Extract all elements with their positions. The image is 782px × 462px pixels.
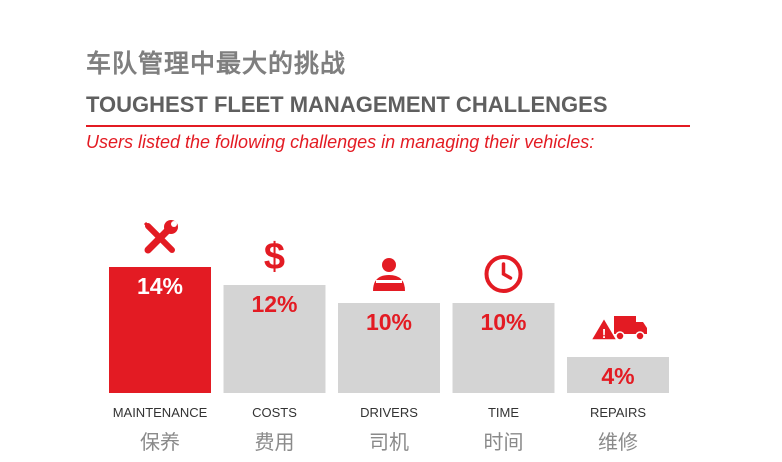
category-label-costs: COSTS (252, 405, 297, 420)
category-label-maintenance: MAINTENANCE (112, 405, 208, 420)
chart-subtitle: Users listed the following challenges in… (86, 132, 595, 152)
chart-title-en: TOUGHEST FLEET MANAGEMENT CHALLENGES (86, 92, 608, 117)
chart-title-cn: 车队管理中最大的挑战 (86, 49, 347, 78)
data-label-repairs: 4% (601, 363, 634, 389)
category-label-cn-maintenance: 保养 (140, 430, 180, 454)
data-label-time: 10% (480, 309, 526, 335)
bar-costs (223, 285, 326, 393)
bar-maintenance (109, 267, 211, 393)
category-label-cn-time: 时间 (483, 430, 524, 454)
svg-text:$: $ (264, 236, 285, 278)
category-label-time: TIME (487, 405, 520, 420)
category-label-drivers: DRIVERS (360, 405, 418, 420)
wrench-screwdriver-icon (143, 220, 178, 254)
data-label-drivers: 10% (366, 309, 412, 335)
category-label-cn-drivers: 司机 (369, 430, 409, 454)
clock-icon (484, 255, 523, 293)
bar-repairs (567, 357, 669, 393)
svg-text:!: ! (602, 326, 606, 341)
bar-drivers (338, 303, 440, 393)
bar-time (452, 303, 555, 393)
category-label-cn-costs: 费用 (254, 430, 295, 454)
truck-warning-icon: ! (589, 316, 647, 341)
dollar-icon: $ (264, 236, 285, 278)
data-label-costs: 12% (251, 291, 297, 317)
driver-icon (373, 258, 405, 291)
title-divider (86, 125, 690, 127)
category-label-cn-repairs: 维修 (598, 430, 638, 454)
category-label-repairs: REPAIRS (589, 405, 647, 420)
data-label-maintenance: 14% (137, 273, 183, 299)
